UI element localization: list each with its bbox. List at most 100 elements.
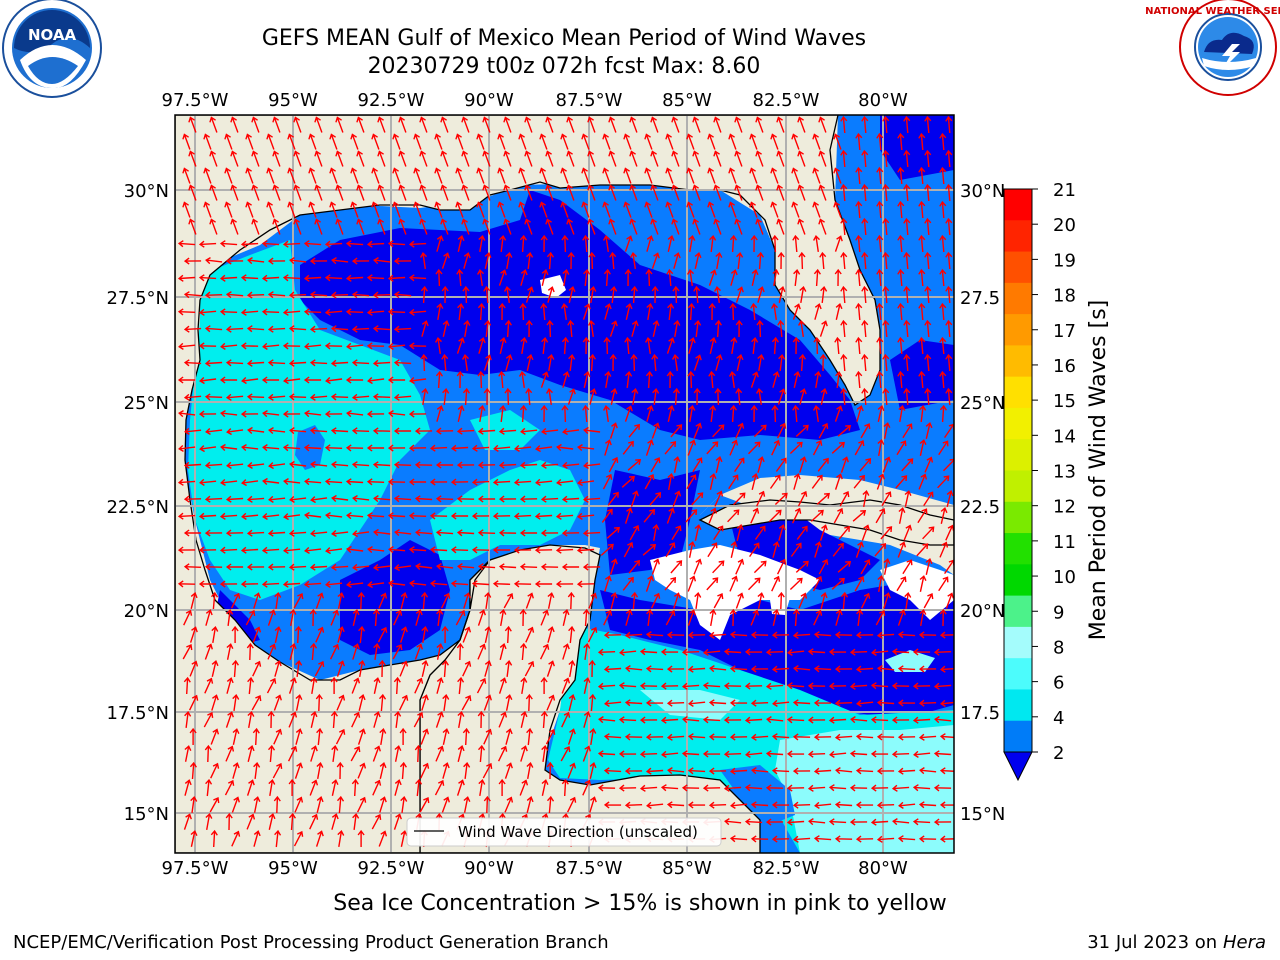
wind-wave-arrow (882, 115, 890, 134)
wind-wave-arrow (568, 625, 576, 644)
wind-wave-arrow (367, 376, 385, 385)
wind-wave-arrow (874, 543, 887, 557)
wind-wave-arrow (476, 268, 484, 287)
wind-wave-arrow (351, 359, 370, 367)
wind-wave-arrow (832, 542, 844, 557)
wind-wave-arrow (854, 575, 865, 592)
wind-wave-arrow (745, 750, 763, 758)
wind-wave-arrow (541, 336, 549, 354)
wind-wave-arrow (204, 529, 223, 537)
wind-wave-arrow (771, 665, 790, 673)
wind-wave-arrow (331, 744, 339, 762)
wind-wave-arrow (483, 387, 491, 406)
wind-wave-arrow (693, 422, 703, 439)
colorbar-tick-label: 8 (1053, 637, 1064, 658)
wind-wave-arrow (351, 677, 361, 694)
wind-wave-arrow (644, 167, 653, 184)
wind-wave-arrow (330, 359, 349, 367)
wind-wave-arrow (498, 370, 506, 389)
wind-wave-arrow (497, 745, 508, 762)
wind-wave-arrow (688, 699, 706, 707)
wind-wave-arrow (429, 512, 448, 520)
wind-wave-arrow (555, 512, 574, 520)
wind-wave-arrow (308, 167, 317, 184)
wind-wave-arrow (583, 642, 591, 660)
wind-wave-arrow (939, 336, 947, 355)
wind-wave-arrow (262, 477, 280, 486)
wind-wave-arrow (225, 257, 244, 265)
wind-wave-arrow (518, 201, 527, 218)
wind-wave-arrow (713, 592, 724, 609)
wind-wave-arrow (189, 660, 199, 677)
wind-wave-arrow (358, 694, 366, 711)
wind-wave-arrow (204, 744, 212, 763)
wind-wave-arrow (576, 580, 595, 588)
colorbar-tick-label: 13 (1053, 462, 1076, 483)
lat-label: 22.5°N (106, 497, 169, 518)
wind-wave-arrow (392, 167, 401, 184)
wind-wave-arrow (744, 818, 763, 826)
wind-wave-arrow (792, 336, 800, 355)
wind-wave-arrow (303, 376, 322, 384)
wind-wave-arrow (387, 444, 406, 452)
sea-ice-note: Sea Ice Concentration > 15% is shown in … (333, 891, 947, 916)
wind-wave-arrow (840, 285, 848, 304)
wind-wave-arrow (820, 592, 828, 609)
wind-wave-arrow (420, 285, 428, 304)
wind-wave-arrow (274, 591, 282, 609)
wind-wave-arrow (336, 761, 344, 780)
wind-wave-arrow (665, 201, 674, 218)
wind-wave-arrow (813, 268, 821, 287)
nws-logo: NATIONAL WEATHER SERVICE (1145, 0, 1280, 96)
wind-wave-arrow (918, 801, 937, 809)
wind-wave-arrow (671, 116, 680, 133)
wind-wave-arrow (456, 427, 475, 435)
wind-wave-arrow (730, 541, 738, 558)
wind-wave-arrow (482, 184, 491, 201)
wind-wave-arrow (421, 694, 429, 711)
wind-wave-arrow (295, 728, 303, 745)
wind-wave-arrow (267, 257, 286, 265)
wind-wave-arrow (513, 512, 532, 520)
wind-wave-arrow (415, 778, 423, 797)
wind-wave-arrow (483, 694, 492, 711)
wind-wave-arrow (840, 319, 848, 338)
wind-wave-arrow (204, 325, 223, 333)
wind-wave-arrow (876, 166, 884, 185)
wind-wave-arrow (939, 302, 947, 321)
wind-wave-arrow (608, 116, 617, 133)
lat-label: 20°N (960, 601, 1005, 622)
wind-wave-arrow (262, 512, 280, 521)
wind-wave-arrow (309, 359, 328, 367)
wind-wave-arrow (883, 558, 891, 575)
wind-wave-arrow (177, 478, 196, 486)
wind-wave-arrow (789, 441, 803, 455)
wind-wave-arrow (184, 710, 192, 728)
wind-wave-arrow (792, 608, 800, 627)
wind-wave-arrow (729, 234, 737, 253)
wind-wave-arrow (540, 676, 548, 694)
wind-wave-arrow (896, 440, 907, 456)
wind-wave-arrow (687, 631, 706, 639)
wind-wave-arrow (351, 393, 370, 401)
wind-wave-arrow (245, 167, 254, 184)
wind-wave-arrow (415, 529, 433, 537)
wind-wave-arrow (345, 240, 364, 248)
wind-wave-arrow (188, 150, 197, 167)
wind-wave-arrow (262, 342, 280, 350)
wind-wave-arrow (798, 353, 806, 372)
wind-wave-arrow (330, 563, 349, 571)
wind-wave-arrow (840, 115, 848, 134)
wind-wave-arrow (356, 796, 367, 813)
wind-wave-arrow (209, 218, 218, 235)
wind-wave-arrow (346, 342, 364, 350)
wind-wave-arrow (688, 404, 696, 423)
wind-wave-arrow (568, 694, 576, 711)
wind-wave-arrow (818, 116, 827, 133)
wind-wave-arrow (356, 116, 365, 133)
wind-wave-arrow (776, 558, 787, 575)
wind-wave-arrow (912, 818, 931, 826)
wind-wave-arrow (939, 733, 954, 741)
wind-wave-arrow (352, 563, 370, 571)
colorbar-tick-label: 12 (1053, 497, 1076, 518)
